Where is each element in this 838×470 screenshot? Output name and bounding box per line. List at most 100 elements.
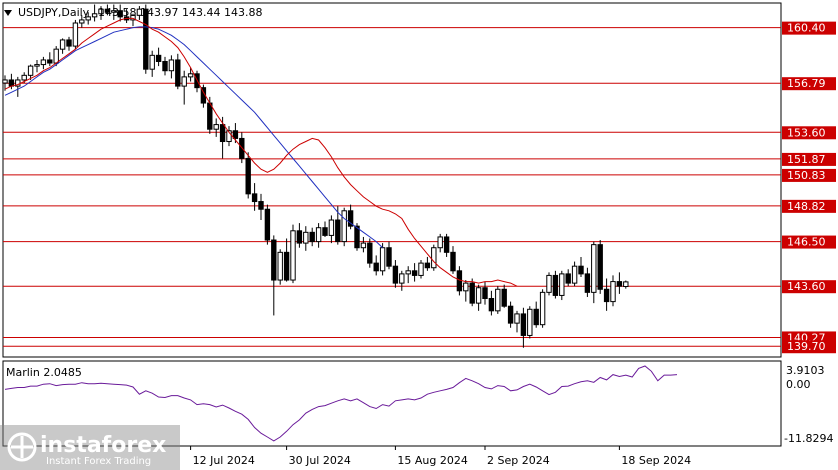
- candle-body: [98, 8, 104, 15]
- candle-body: [309, 231, 315, 243]
- level-price-tag: [782, 280, 836, 294]
- level-price-label: 153.60: [787, 126, 826, 139]
- level-price-label: 148.82: [787, 200, 826, 213]
- candle-body: [219, 124, 226, 143]
- candle-body: [181, 76, 187, 87]
- x-tick-label: 12 Jul 2024: [193, 454, 255, 467]
- candle-body: [21, 74, 27, 81]
- candle-body: [187, 73, 194, 78]
- candle-body: [34, 64, 40, 67]
- candle-body: [443, 236, 450, 253]
- level-price-label: 151.87: [787, 153, 826, 166]
- candle-body: [507, 305, 514, 324]
- candle-body: [411, 270, 418, 276]
- candle-body: [277, 251, 283, 281]
- candle-body: [623, 281, 629, 288]
- level-price-tag: [782, 21, 836, 35]
- candle-body: [47, 59, 53, 64]
- candle-body: [482, 287, 488, 300]
- candle-body: [392, 265, 399, 284]
- level-price-tag: [782, 77, 836, 91]
- candle-body: [143, 8, 149, 70]
- candle-body: [379, 247, 386, 272]
- level-price-tag: [782, 126, 836, 140]
- candle-body: [559, 273, 565, 296]
- candle-body: [59, 39, 66, 50]
- candle-body: [245, 157, 251, 195]
- candle-body: [360, 242, 367, 249]
- level-price-tag: [782, 152, 836, 166]
- candle-body: [85, 16, 91, 21]
- level-price-label: 143.60: [787, 280, 826, 293]
- candle-body: [495, 288, 501, 312]
- candle-body: [79, 19, 85, 24]
- candle-body: [232, 130, 239, 139]
- candle-body: [8, 79, 15, 87]
- candle-body: [149, 54, 155, 70]
- candle-body: [571, 265, 578, 284]
- candle-body: [290, 230, 296, 281]
- ma-slow-line: [4, 26, 383, 249]
- candle-body: [533, 308, 539, 326]
- candle-body: [347, 210, 354, 227]
- candle-body: [117, 10, 123, 18]
- candle-body: [226, 130, 232, 143]
- candle-body: [591, 244, 597, 293]
- candle-body: [603, 288, 610, 303]
- candle-body: [271, 239, 277, 281]
- candle-body: [437, 236, 443, 249]
- x-tick-label: 30 Jul 2024: [289, 454, 351, 467]
- candle-body: [578, 265, 584, 275]
- candle-body: [431, 247, 437, 269]
- candle-body: [539, 291, 546, 326]
- candle-body: [104, 8, 111, 13]
- candle-body: [2, 79, 8, 84]
- candle-body: [373, 262, 379, 272]
- candle-body: [322, 227, 328, 236]
- candle-body: [283, 251, 290, 281]
- level-price-tag: [782, 340, 836, 354]
- candle-body: [40, 59, 47, 66]
- candle-body: [354, 225, 360, 249]
- candle-body: [168, 59, 175, 72]
- candle-body: [386, 247, 392, 267]
- level-price-label: 160.40: [787, 22, 826, 35]
- level-price-label: 150.83: [787, 169, 826, 182]
- candle-body: [399, 273, 405, 284]
- candle-body: [335, 219, 341, 243]
- candle-body: [27, 65, 34, 76]
- candle-body: [136, 8, 143, 16]
- x-tick-label: 2 Sep 2024: [487, 454, 550, 467]
- candle-body: [469, 282, 475, 304]
- level-price-label: 139.70: [787, 340, 826, 353]
- candle-body: [251, 193, 258, 203]
- marlin-indicator-line: [4, 365, 678, 442]
- candle-body: [328, 219, 335, 236]
- candle-body: [66, 39, 72, 47]
- candle-body: [367, 242, 373, 264]
- price-pane-border: [2, 2, 782, 358]
- candle-body: [565, 273, 571, 284]
- candle-body: [597, 244, 603, 290]
- candle-body: [53, 48, 59, 64]
- candle-body: [175, 59, 181, 87]
- candle-body: [450, 251, 456, 272]
- candle-body: [424, 262, 431, 269]
- candle-body: [488, 298, 495, 312]
- candle-body: [475, 287, 482, 304]
- candle-body: [341, 210, 347, 243]
- x-tick-label: 18 Sep 2024: [621, 454, 691, 467]
- candle-body: [546, 274, 552, 293]
- candle-body: [72, 22, 79, 47]
- level-price-tag: [782, 168, 836, 182]
- candle-body: [501, 288, 507, 307]
- candle-body: [315, 227, 322, 243]
- candle-body: [162, 60, 168, 72]
- candle-body: [520, 313, 527, 336]
- candle-body: [111, 10, 117, 13]
- candle-body: [303, 231, 309, 244]
- indicator-pane-border: [2, 360, 782, 447]
- candle-body: [91, 13, 98, 18]
- candle-body: [155, 54, 162, 62]
